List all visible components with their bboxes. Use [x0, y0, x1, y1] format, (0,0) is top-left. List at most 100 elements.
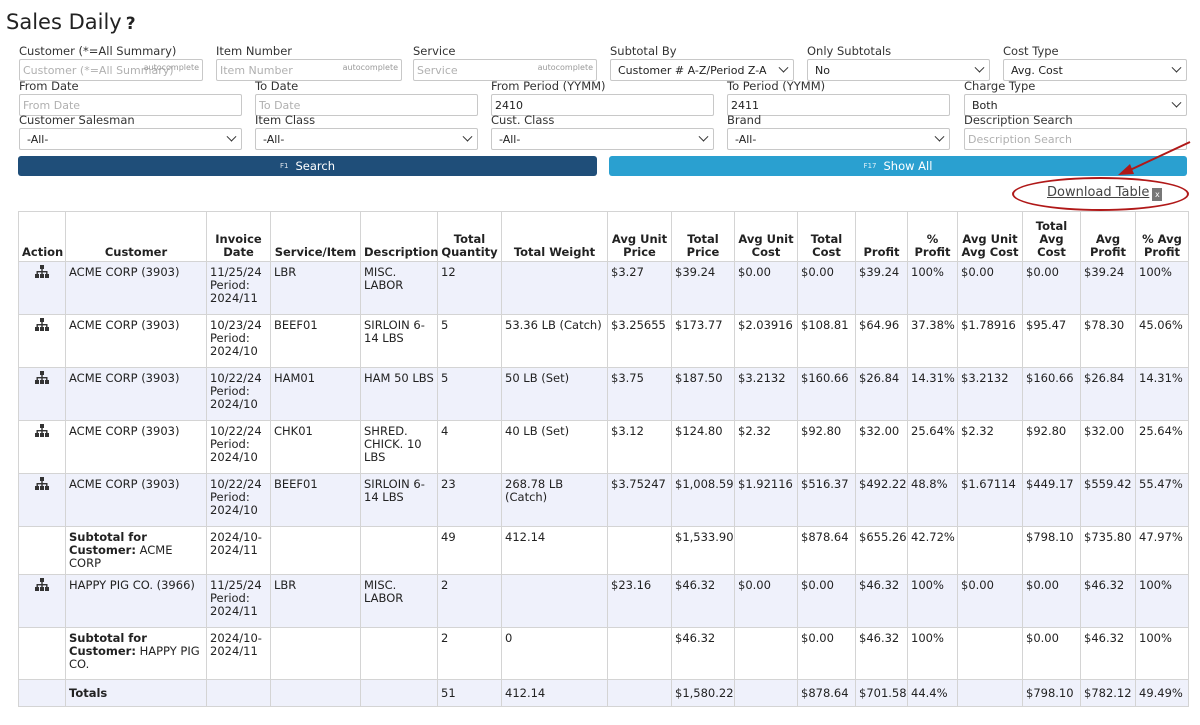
- avg-unit-price-cell: $3.75247: [607, 473, 672, 527]
- profit-cell: $701.58: [855, 679, 908, 707]
- hierarchy-icon[interactable]: [35, 424, 49, 440]
- total-weight-cell: 268.78 LB (Catch): [501, 473, 608, 527]
- invoice-date-cell: 2024/10-2024/11: [206, 526, 271, 575]
- avg-unit-price-cell: $3.27: [607, 261, 672, 315]
- table-row: ACME CORP (3903) 10/22/24 Period: 2024/10 B…: [18, 473, 1189, 527]
- total-quantity-cell: 51: [437, 679, 502, 707]
- description-cell: [360, 627, 438, 680]
- chevron-down-icon: [934, 131, 945, 142]
- total-price-cell: $46.32: [671, 574, 735, 628]
- description-cell: SHRED. CHICK. 10 LBS: [360, 420, 438, 474]
- total-avg-cost-cell: $0.00: [1022, 627, 1081, 680]
- help-icon[interactable]: ?: [125, 14, 136, 34]
- from-date-input[interactable]: [19, 94, 242, 116]
- total-quantity-cell: 4: [437, 420, 502, 474]
- to-period-filter: To Period (YYMM): [727, 79, 950, 116]
- hierarchy-icon[interactable]: [35, 265, 49, 281]
- customer-input[interactable]: [19, 59, 203, 81]
- total-quantity-cell: 2: [437, 574, 502, 628]
- total-weight-cell: [501, 574, 608, 628]
- description-cell: SIRLOIN 6-14 LBS: [360, 473, 438, 527]
- cost-type-select[interactable]: Avg. Cost: [1003, 59, 1187, 81]
- subtotal-by-label: Subtotal By: [610, 44, 677, 58]
- invoice-period: Period: 2024/10: [210, 437, 258, 464]
- only-subtotals-select[interactable]: No: [807, 59, 990, 81]
- percent-profit-cell: 44.4%: [907, 679, 958, 707]
- percent-avg-profit-cell: 55.47%: [1135, 473, 1189, 527]
- description-search-input[interactable]: [964, 128, 1187, 150]
- description-search-filter: Description Search: [964, 113, 1187, 150]
- profit-cell: $64.96: [855, 314, 908, 368]
- chevron-down-icon: [1171, 97, 1182, 108]
- cust-class-select[interactable]: -All-: [491, 128, 714, 150]
- service-item-cell: [270, 627, 361, 680]
- avg-profit-cell: $26.84: [1080, 367, 1136, 421]
- column-header: Avg Unit Avg Cost: [957, 211, 1023, 262]
- percent-profit-cell: 25.64%: [907, 420, 958, 474]
- subtotal-by-value: Customer # A-Z/Period Z-A: [618, 63, 767, 77]
- total-avg-cost-cell: $798.10: [1022, 679, 1081, 707]
- chevron-down-icon: [778, 62, 789, 73]
- service-item-cell: BEEF01: [270, 473, 361, 527]
- customer-cell: ACME CORP (3903): [65, 261, 207, 315]
- from-period-input[interactable]: [491, 94, 714, 116]
- download-table-link[interactable]: Download Table x: [1047, 185, 1163, 201]
- avg-unit-avg-cost-cell: $0.00: [957, 574, 1023, 628]
- invoice-date-cell: 10/23/24 Period: 2024/10: [206, 314, 271, 368]
- hierarchy-icon[interactable]: [35, 318, 49, 334]
- only-subtotals-filter: Only Subtotals No: [807, 44, 990, 81]
- hierarchy-icon[interactable]: [35, 371, 49, 387]
- cust-class-filter: Cust. Class -All-: [491, 113, 714, 150]
- show-all-button[interactable]: F17 Show All: [609, 156, 1187, 176]
- to-period-label: To Period (YYMM): [727, 79, 826, 93]
- table-row: HAPPY PIG CO. (3966) 11/25/24 Period: 2024…: [18, 574, 1189, 628]
- total-cost-cell: $0.00: [797, 574, 856, 628]
- total-price-cell: $46.32: [671, 627, 735, 680]
- total-cost-cell: $516.37: [797, 473, 856, 527]
- search-button[interactable]: F1 Search: [18, 156, 597, 176]
- total-weight-cell: 40 LB (Set): [501, 420, 608, 474]
- profit-cell: $46.32: [855, 574, 908, 628]
- hierarchy-icon[interactable]: [35, 578, 49, 594]
- from-date-filter: From Date: [19, 79, 242, 116]
- customer-salesman-select[interactable]: -All-: [19, 128, 242, 150]
- to-period-input[interactable]: [727, 94, 950, 116]
- avg-unit-price-cell: $3.25655: [607, 314, 672, 368]
- invoice-date: 10/22/24: [210, 424, 262, 438]
- download-table-label: Download Table: [1047, 185, 1150, 200]
- column-header: Service/Item: [270, 211, 361, 262]
- hierarchy-icon[interactable]: [35, 477, 49, 493]
- description-cell: MISC. LABOR: [360, 261, 438, 315]
- description-cell: [360, 526, 438, 575]
- action-cell: [18, 679, 66, 707]
- total-weight-cell: 53.36 LB (Catch): [501, 314, 608, 368]
- item-class-select[interactable]: -All-: [255, 128, 478, 150]
- brand-select[interactable]: -All-: [727, 128, 950, 150]
- item-number-input[interactable]: [216, 59, 402, 81]
- charge-type-select[interactable]: Both: [964, 94, 1187, 116]
- subtotal-by-select[interactable]: Customer # A-Z/Period Z-A: [610, 59, 794, 81]
- avg-profit-cell: $46.32: [1080, 627, 1136, 680]
- percent-avg-profit-cell: 100%: [1135, 627, 1189, 680]
- customer-cell: HAPPY PIG CO. (3966): [65, 574, 207, 628]
- item-class-label: Item Class: [255, 113, 316, 127]
- percent-profit-cell: 100%: [907, 574, 958, 628]
- avg-profit-cell: $782.12: [1080, 679, 1136, 707]
- cost-type-label: Cost Type: [1003, 44, 1059, 58]
- avg-profit-cell: $559.42: [1080, 473, 1136, 527]
- total-avg-cost-cell: $92.80: [1022, 420, 1081, 474]
- subtotal-label: Subtotal for Customer:: [69, 631, 147, 658]
- percent-avg-profit-cell: 49.49%: [1135, 679, 1189, 707]
- service-input[interactable]: [413, 59, 597, 81]
- avg-profit-cell: $46.32: [1080, 574, 1136, 628]
- page-title: Sales Daily?: [6, 10, 136, 34]
- subtotal-label: Subtotal for Customer:: [69, 530, 147, 557]
- total-weight-cell: 50 LB (Set): [501, 367, 608, 421]
- to-date-input[interactable]: [255, 94, 478, 116]
- total-cost-cell: $0.00: [797, 261, 856, 315]
- column-header: Profit: [855, 211, 908, 262]
- total-cost-cell: $0.00: [797, 627, 856, 680]
- description-search-label: Description Search: [964, 113, 1073, 127]
- total-avg-cost-cell: $449.17: [1022, 473, 1081, 527]
- action-cell: [18, 314, 66, 368]
